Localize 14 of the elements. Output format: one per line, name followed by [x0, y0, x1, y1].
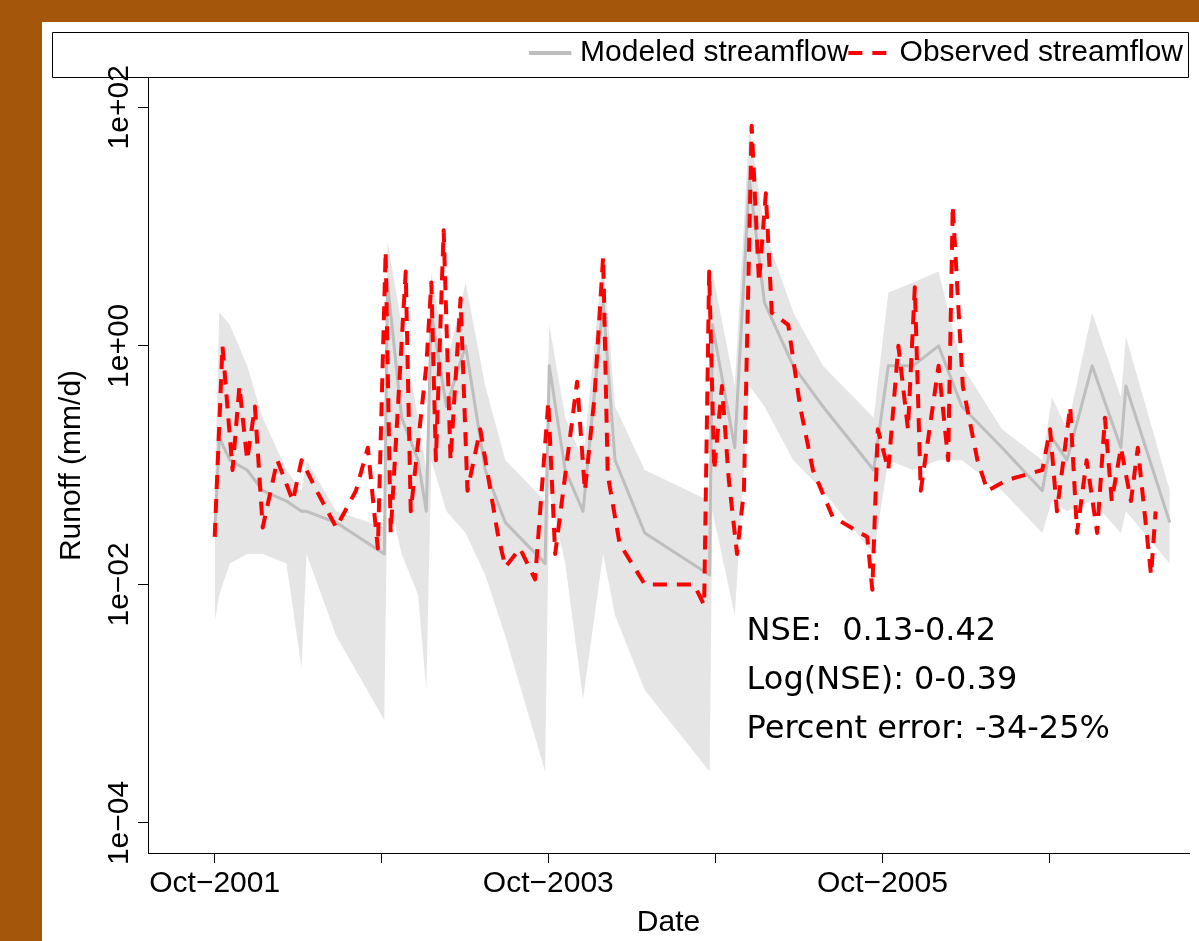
y-axis-title: Runoff (mm/d) [53, 369, 87, 562]
annotation: NSE: 0.13-0.42 [746, 610, 997, 649]
annotation: Log(NSE): 0-0.39 [746, 659, 1018, 698]
annotation: Percent error: -34-25% [746, 708, 1110, 747]
legend-label: Modeled streamflow [580, 34, 849, 68]
x-tick-label: Oct−2001 [149, 865, 281, 899]
y-tick-label: 1e+02 [101, 65, 135, 150]
y-tick-label: 1e+00 [101, 303, 135, 388]
x-tick-label: Oct−2003 [482, 865, 614, 899]
x-tick-label: Oct−2005 [816, 865, 948, 899]
legend-label: Observed streamflow [899, 34, 1184, 68]
x-axis-title: Date [636, 904, 701, 938]
y-tick-label: 1e−02 [101, 542, 135, 627]
y-tick-label: 1e−04 [101, 780, 135, 866]
